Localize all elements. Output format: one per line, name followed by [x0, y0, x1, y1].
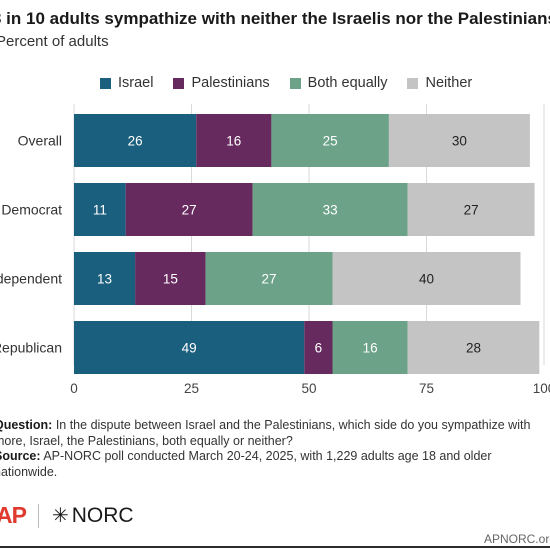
- chart-title: 3 in 10 adults sympathize with neither t…: [0, 9, 550, 28]
- bar-segment: [304, 321, 333, 374]
- data-label: 27: [182, 203, 197, 218]
- notes: Question: In the dispute between Israel …: [0, 418, 550, 480]
- footer-divider: [38, 504, 39, 528]
- bar-segment: [271, 114, 389, 167]
- norc-star-icon: ✳: [52, 505, 69, 527]
- bar-segment: [74, 114, 197, 167]
- bar-segment: [332, 321, 408, 374]
- data-label: 15: [163, 272, 178, 287]
- data-label: 16: [363, 341, 378, 356]
- source-label: Source:: [0, 449, 41, 463]
- legend-item-both-equally: Both equally: [289, 75, 388, 91]
- bar-segment: [74, 321, 305, 374]
- data-label: 28: [466, 341, 481, 356]
- data-label: 11: [93, 203, 107, 218]
- footer: AP ✳ NORC: [0, 500, 550, 530]
- legend-swatch: [407, 77, 419, 89]
- legend-swatch: [289, 77, 301, 89]
- source-text: AP-NORC poll conducted March 20-24, 2025…: [40, 449, 492, 463]
- bar-segment: [205, 252, 333, 305]
- bar-segment: [74, 252, 136, 305]
- x-tick-label: 100: [533, 381, 550, 396]
- data-label: 6: [315, 341, 323, 356]
- stacked-bar-chart: 0 25 50 75 100 Overall 26 16 25 30 Democrat 11 27 33 2…: [0, 104, 550, 396]
- x-tick-label: 0: [70, 381, 78, 396]
- norc-wordmark: NORC: [71, 503, 134, 527]
- bar-segment: [407, 321, 540, 374]
- question-line-2: more, Israel, the Palestinians, both equ…: [0, 433, 293, 448]
- bar-segment: [196, 114, 272, 167]
- legend-item-palestinians: Palestinians: [173, 75, 270, 91]
- data-label: 25: [323, 134, 338, 149]
- data-label: 49: [182, 341, 197, 356]
- data-label: 13: [97, 272, 112, 287]
- question-text: In the dispute between Israel and the Pa…: [52, 418, 531, 432]
- question-line: Question: In the dispute between Israel …: [0, 418, 550, 434]
- bar-segment: [74, 183, 126, 236]
- site-link[interactable]: APNORC.org: [483, 532, 550, 546]
- data-label: 27: [262, 272, 277, 287]
- category-label: Democrat: [1, 202, 62, 218]
- legend: Israel Palestinians Both equally Neither: [100, 75, 492, 91]
- bar-segment: [388, 114, 530, 167]
- bar-segment: [125, 183, 253, 236]
- source-line: Source: AP-NORC poll conducted March 20-…: [0, 449, 550, 465]
- ap-logo[interactable]: AP: [0, 502, 27, 528]
- legend-label: Palestinians: [191, 75, 270, 91]
- category-label: Overall: [18, 133, 62, 149]
- legend-swatch: [100, 77, 111, 89]
- question-label: Question:: [0, 418, 53, 432]
- bar-segment: [407, 183, 535, 236]
- norc-logo[interactable]: ✳ NORC: [52, 503, 134, 528]
- x-tick-label: 50: [301, 381, 316, 396]
- bar-segment: [332, 252, 521, 305]
- bar-segment: [252, 183, 408, 236]
- data-label: 33: [323, 203, 338, 218]
- category-label: Republican: [0, 340, 62, 356]
- legend-item-israel: Israel: [100, 75, 153, 91]
- data-label: 16: [226, 134, 241, 149]
- legend-label: Israel: [118, 75, 154, 91]
- legend-item-neither: Neither: [407, 75, 472, 91]
- data-label: 27: [464, 203, 479, 218]
- chart-subtitle: Percent of adults: [0, 33, 109, 50]
- data-label: 40: [419, 272, 434, 287]
- legend-swatch: [173, 77, 185, 89]
- data-label: 26: [128, 134, 143, 149]
- bottom-rule: [0, 546, 550, 548]
- data-label: 30: [452, 134, 467, 149]
- legend-label: Both equally: [307, 75, 388, 91]
- x-tick-label: 75: [419, 381, 434, 396]
- bar-segment: [135, 252, 206, 305]
- x-tick-label: 25: [184, 381, 199, 396]
- legend-label: Neither: [425, 75, 473, 91]
- source-line-2: nationwide.: [0, 464, 58, 479]
- category-label: Independent: [0, 271, 62, 287]
